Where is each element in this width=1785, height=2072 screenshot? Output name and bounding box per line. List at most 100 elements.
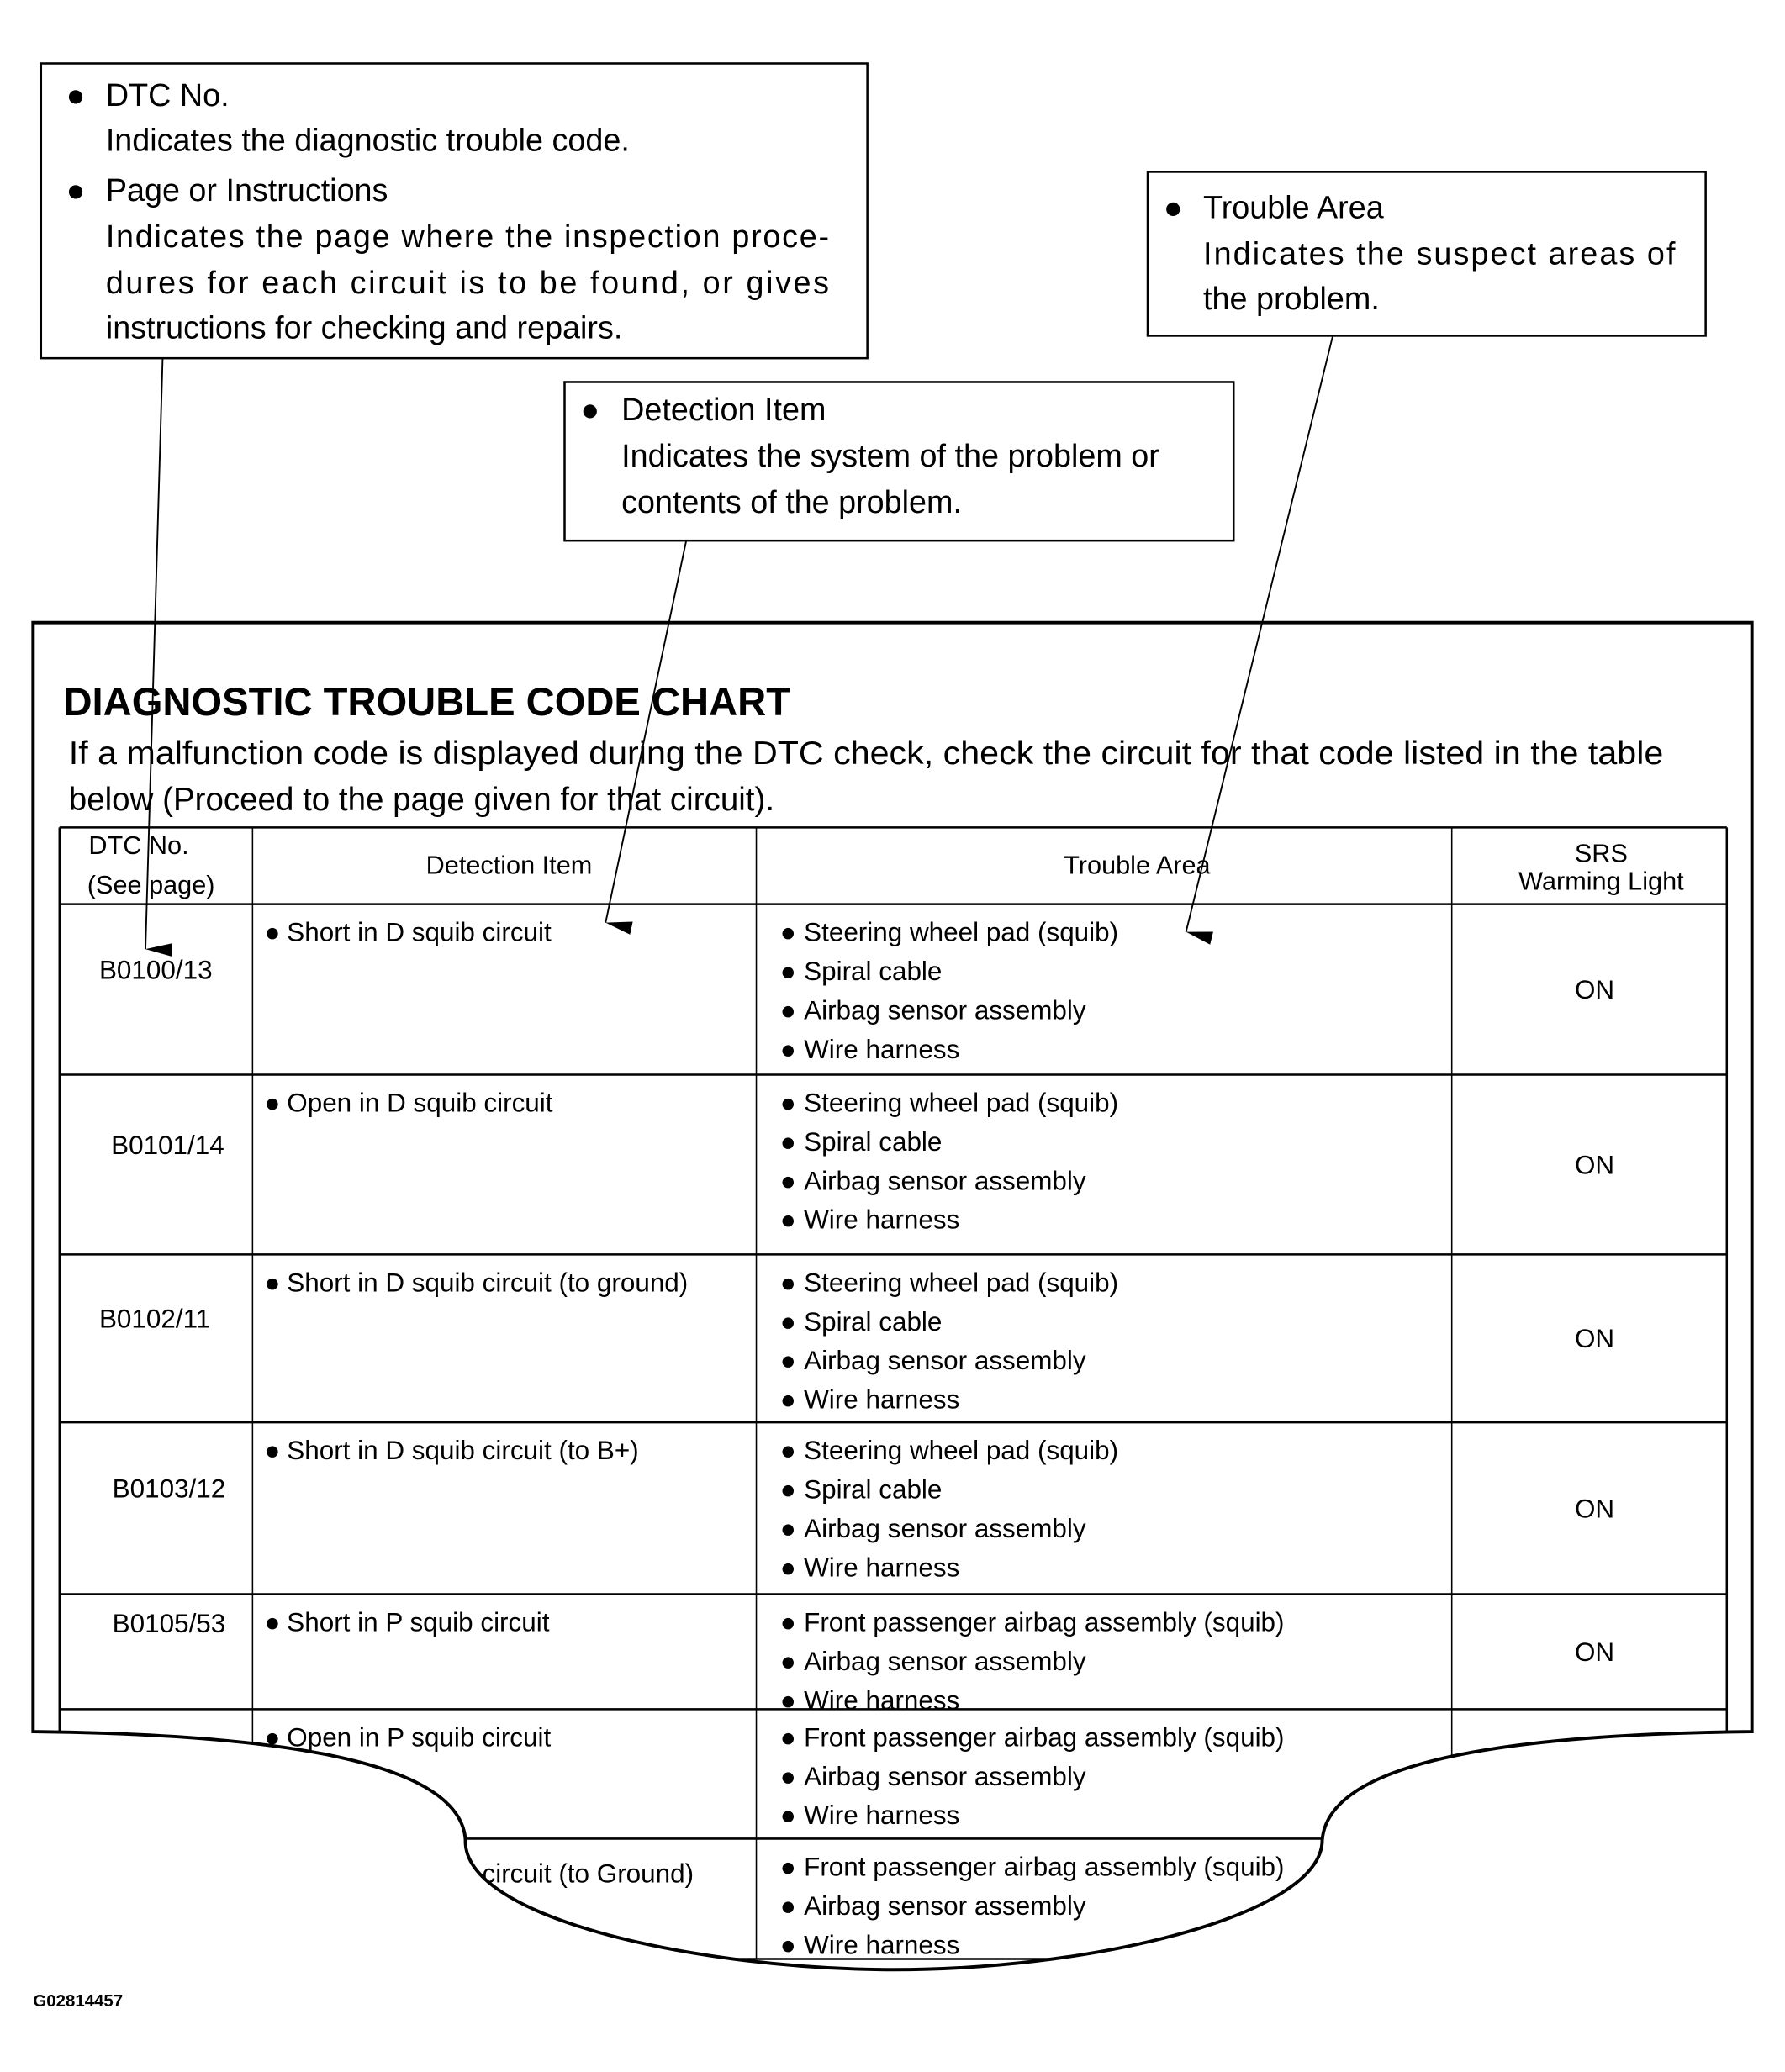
callout-dtc-no: ● DTC No. Indicates the diagnostic troub… — [40, 62, 869, 360]
arrow-to-detection-column — [605, 540, 688, 935]
table-row: B0102/11● Short in D squib circuit (to gr… — [99, 1268, 1614, 1414]
bullet-icon: ● — [265, 1608, 281, 1637]
callout-text: instructions for checking and repairs. — [106, 310, 623, 345]
trouble-area-item: Airbag sensor assembly — [804, 1514, 1086, 1543]
trouble-area-item: Wire harness — [804, 1685, 959, 1715]
chart-title: DIAGNOSTIC TROUBLE CODE CHART — [64, 679, 791, 724]
bullet-icon: ● — [780, 1346, 796, 1375]
bullet-icon: ● — [265, 1268, 281, 1297]
srs-warning-light-status: ON — [1575, 975, 1614, 1004]
bullet-icon: ● — [66, 172, 86, 208]
arrow-to-dtc-column — [145, 358, 172, 957]
trouble-area-item: Front passenger airbag assembly (squib) — [804, 1852, 1284, 1881]
bullet-icon: ● — [780, 1268, 796, 1297]
bullet-icon: ● — [780, 1800, 796, 1830]
bullet-icon: ● — [580, 392, 599, 427]
bullet-icon: ● — [780, 1685, 796, 1715]
arrow-to-trouble-column — [1185, 335, 1334, 945]
detection-item: Short in P squib circuit — [287, 1608, 549, 1637]
bullet-icon: ● — [780, 1166, 796, 1195]
trouble-area-item: Spiral cable — [804, 1475, 942, 1505]
dtc-code: B0102/11 — [99, 1305, 210, 1334]
bullet-icon: ● — [780, 1385, 796, 1415]
bullet-icon: ● — [780, 1608, 796, 1637]
callout-text: Indicates the suspect areas of — [1203, 236, 1676, 272]
dtc-code: B0100/13 — [99, 955, 213, 984]
dtc-table: DTC No. (See page) Detection Item Troubl… — [58, 826, 1729, 1960]
bullet-icon: ● — [780, 1205, 796, 1235]
callout-text: the problem. — [1203, 281, 1380, 316]
trouble-area-item: Spiral cable — [804, 1307, 942, 1337]
detection-item: Short in D squib circuit — [287, 918, 552, 947]
header-trouble-area: Trouble Area — [1064, 851, 1211, 879]
header-warning-light: Warming Light — [1518, 867, 1684, 895]
callout-text: Indicates the page where the inspection … — [106, 219, 829, 254]
bullet-icon: ● — [265, 1089, 281, 1118]
table-row: b circuit (to Ground) ● Front passenger ai… — [460, 1852, 1284, 1959]
dtc-code: B0103/12 — [113, 1474, 226, 1504]
trouble-area-item: Airbag sensor assembly — [804, 1346, 1086, 1375]
detection-item: Open in P squib circuit — [287, 1722, 551, 1752]
srs-warning-light-status: ON — [1575, 1150, 1614, 1179]
bullet-icon: ● — [780, 1436, 796, 1465]
callout-text: Indicates the diagnostic trouble code. — [106, 122, 630, 157]
detection-item: Short in D squib circuit (to B+) — [287, 1436, 638, 1465]
table-row: B0105/53 ● Short in P squib circuit ● Front … — [113, 1608, 1614, 1716]
trouble-area-item: Airbag sensor assembly — [804, 1891, 1086, 1921]
header-dtc-no: DTC No. — [88, 831, 188, 860]
trouble-area-item: Spiral cable — [804, 957, 942, 986]
trouble-area-item: Wire harness — [804, 1800, 959, 1830]
trouble-area-item: Steering wheel pad (squib) — [804, 918, 1118, 947]
header-srs: SRS — [1575, 839, 1628, 867]
bullet-icon: ● — [780, 1647, 796, 1676]
dtc-code: B0101/14 — [111, 1131, 224, 1160]
bullet-icon: ● — [780, 1852, 796, 1881]
bullet-icon: ● — [780, 1127, 796, 1157]
trouble-area-item: Steering wheel pad (squib) — [804, 1268, 1118, 1297]
bullet-icon: ● — [265, 1722, 281, 1752]
bullet-icon: ● — [780, 1035, 796, 1064]
callout-text: Indicates the system of the problem or — [621, 438, 1159, 473]
callout-heading: Trouble Area — [1203, 189, 1384, 224]
trouble-area-item: Wire harness — [804, 1930, 959, 1959]
trouble-area-item: Wire harness — [804, 1205, 959, 1235]
chart-frame — [31, 620, 1754, 1972]
bullet-icon: ● — [780, 1891, 796, 1921]
chart-intro-line: below (Proceed to the page given for tha… — [69, 782, 774, 818]
bullet-icon: ● — [780, 1762, 796, 1791]
bullet-icon: ● — [1164, 189, 1183, 224]
callout-heading: Page or Instructions — [106, 172, 388, 208]
callout-text: contents of the problem. — [621, 484, 962, 519]
bullet-icon: ● — [780, 1475, 796, 1505]
chart-intro-line: If a malfunction code is displayed durin… — [69, 735, 1664, 772]
bullet-icon: ● — [780, 957, 796, 986]
bullet-icon: ● — [780, 1089, 796, 1118]
table-row: B0101/14● Open in D squib circuit ● Steerin… — [111, 1089, 1614, 1235]
trouble-area-item: Airbag sensor assembly — [804, 1166, 1086, 1195]
trouble-area-item: Front passenger airbag assembly (squib) — [804, 1608, 1284, 1637]
callout-trouble-area: ● Trouble Area Indicates the suspect are… — [1146, 171, 1707, 337]
trouble-area-item: Steering wheel pad (squib) — [804, 1436, 1118, 1465]
trouble-area-item: Wire harness — [804, 1035, 959, 1064]
srs-warning-light-status: ON — [1575, 1324, 1614, 1353]
table-row: B0100/13 ● Short in D squib circuit ● Steeri… — [99, 918, 1614, 1064]
trouble-area-item: Steering wheel pad (squib) — [804, 1089, 1118, 1118]
bullet-icon: ● — [780, 1514, 796, 1543]
dtc-code: B0105/53 — [113, 1609, 226, 1638]
trouble-area-item: Front passenger airbag assembly (squib) — [804, 1722, 1284, 1752]
callout-heading: Detection Item — [621, 392, 826, 427]
header-detection-item: Detection Item — [426, 851, 593, 879]
bullet-icon: ● — [66, 77, 86, 113]
bullet-icon: ● — [780, 1930, 796, 1959]
table-row: ● Open in P squib circuit ● Front passenger… — [265, 1722, 1285, 1830]
srs-warning-light-status: ON — [1575, 1637, 1614, 1667]
detection-item: Short in D squib circuit (to ground) — [287, 1268, 688, 1297]
trouble-area-item: Wire harness — [804, 1385, 959, 1415]
trouble-area-item: Airbag sensor assembly — [804, 1762, 1086, 1791]
trouble-area-item: Airbag sensor assembly — [804, 995, 1086, 1025]
table-row: B0103/12 ● Short in D squib circuit (to B+… — [113, 1436, 1614, 1582]
header-see-page: (See page) — [87, 871, 215, 899]
bullet-icon: ● — [780, 1307, 796, 1337]
srs-warning-light-status: ON — [1575, 1494, 1614, 1523]
